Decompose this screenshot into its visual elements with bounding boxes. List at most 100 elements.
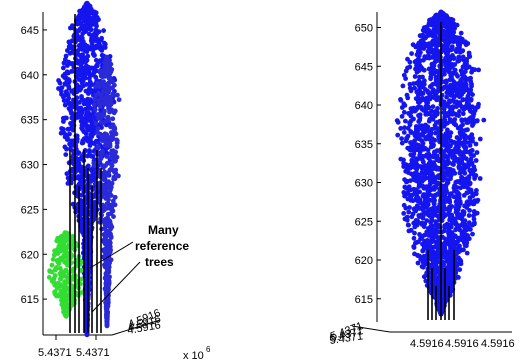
right-point — [446, 275, 452, 281]
left-point — [91, 102, 97, 108]
right-point — [445, 110, 451, 116]
left-point — [107, 249, 113, 255]
right-point — [474, 150, 480, 155]
left-point — [79, 290, 84, 295]
left-point — [107, 109, 113, 115]
left-point — [79, 22, 84, 28]
right-point — [442, 153, 448, 159]
left-point — [63, 152, 69, 158]
left-point — [74, 158, 80, 163]
left-point — [104, 73, 110, 78]
right-point — [441, 122, 447, 128]
right-point — [405, 170, 411, 176]
left-point — [96, 144, 101, 150]
right-point — [461, 106, 467, 112]
right-point — [445, 120, 450, 126]
right-point — [423, 199, 429, 205]
left-point — [61, 305, 67, 311]
left-point — [105, 114, 111, 120]
right-point — [419, 166, 425, 172]
left-point — [63, 251, 68, 257]
left-point — [110, 79, 115, 84]
left-point — [91, 131, 97, 136]
right-point — [473, 141, 479, 147]
left-point — [114, 138, 120, 144]
left-point — [68, 61, 74, 67]
left-point — [58, 248, 63, 254]
right-point — [417, 206, 422, 211]
left-point — [109, 163, 115, 168]
right-point — [447, 191, 453, 197]
right-point — [477, 176, 483, 181]
left-point — [104, 241, 109, 247]
right-point — [454, 179, 460, 185]
right-point — [428, 76, 433, 82]
right-y-tick-label: 615 — [355, 294, 373, 306]
left-y-tick-label: 630 — [21, 160, 39, 172]
right-point — [468, 227, 473, 232]
left-point — [65, 258, 71, 263]
left-point — [110, 116, 116, 122]
right-point — [432, 30, 438, 36]
left-point — [93, 27, 99, 33]
right-point — [399, 140, 405, 146]
left-point — [110, 198, 116, 204]
right-point — [420, 257, 425, 262]
right-point — [414, 170, 419, 176]
right-point — [401, 190, 407, 195]
right-point — [413, 187, 418, 193]
right-point — [451, 56, 457, 61]
right-point — [447, 243, 453, 249]
right-point — [415, 252, 420, 258]
right-point — [418, 236, 423, 242]
right-point — [454, 157, 459, 163]
right-point — [404, 135, 409, 141]
right-point — [424, 184, 429, 190]
right-point — [441, 99, 447, 105]
right-point — [468, 96, 474, 102]
right-point — [458, 30, 464, 36]
right-point — [477, 136, 483, 142]
left-point — [80, 40, 86, 46]
right-point — [442, 12, 448, 18]
left-point — [101, 88, 106, 93]
left-point — [80, 31, 86, 37]
right-point — [456, 48, 462, 54]
left-point — [79, 192, 85, 198]
right-point — [425, 100, 431, 106]
left-point — [80, 44, 86, 50]
right-point — [433, 37, 439, 42]
left-point — [102, 45, 108, 50]
right-point — [406, 222, 411, 228]
right-point — [408, 130, 414, 136]
right-point — [395, 119, 401, 125]
right-point — [434, 166, 440, 172]
right-point — [461, 64, 467, 70]
left-point — [105, 275, 111, 280]
right-point — [401, 130, 407, 135]
left-point — [51, 252, 57, 258]
right-point — [474, 118, 480, 123]
left-point — [62, 75, 67, 80]
right-point — [468, 89, 473, 95]
right-point — [428, 170, 433, 175]
left-point — [94, 23, 99, 29]
right-point — [454, 89, 460, 94]
left-point — [77, 100, 82, 105]
left-point — [85, 44, 91, 49]
left-point — [65, 277, 71, 283]
left-y-tick-label: 615 — [21, 294, 39, 306]
left-point — [80, 138, 86, 144]
right-point — [432, 194, 437, 199]
left-point — [104, 98, 110, 104]
left-point — [103, 228, 109, 234]
right-point — [404, 214, 410, 220]
right-point — [431, 238, 436, 244]
right-point — [428, 228, 434, 234]
left-point — [61, 119, 66, 124]
left-point — [113, 158, 118, 164]
left-point — [104, 316, 110, 322]
left-point — [112, 194, 118, 200]
left-point — [58, 275, 64, 281]
right-point — [451, 29, 457, 35]
